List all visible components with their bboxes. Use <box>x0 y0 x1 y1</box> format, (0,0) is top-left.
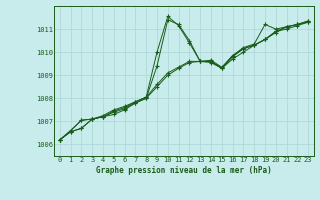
X-axis label: Graphe pression niveau de la mer (hPa): Graphe pression niveau de la mer (hPa) <box>96 166 272 175</box>
